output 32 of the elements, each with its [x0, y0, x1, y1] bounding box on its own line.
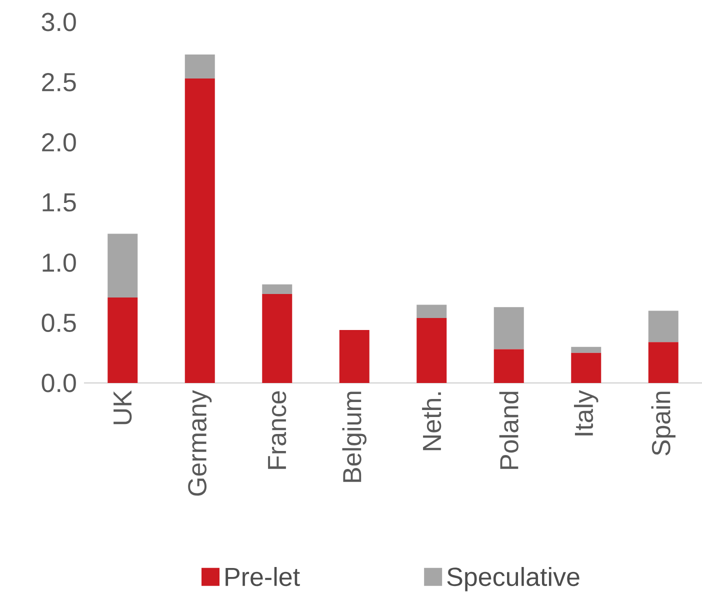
bar [648, 310, 678, 342]
x-tick-label: Spain [651, 392, 676, 456]
x-tick-label: Italy [574, 390, 598, 436]
bar [262, 284, 292, 294]
bar [262, 294, 292, 383]
bar [184, 78, 215, 383]
x-tick-label: Germany [188, 390, 212, 496]
y-tick-label: 2.5 [42, 72, 76, 92]
bar [648, 342, 678, 383]
x-tick-label: UK [114, 390, 132, 424]
bar [416, 304, 447, 318]
bar [494, 307, 524, 350]
x-tick-label: Neth. [422, 392, 442, 450]
y-tick-label: 1.0 [42, 253, 76, 272]
y-tick-label: 3.0 [42, 12, 76, 32]
bar [571, 346, 602, 353]
bar [108, 234, 138, 298]
x-tick-label: Belgium [342, 392, 366, 482]
bar [494, 349, 524, 383]
y-tick-label: 1.5 [42, 193, 76, 212]
y-tick-label: 2.0 [42, 133, 76, 152]
y-tick-label: 0.5 [42, 314, 76, 332]
y-tick-label: 0.0 [42, 374, 76, 392]
bar [184, 54, 215, 79]
bar [339, 330, 370, 383]
bar [108, 298, 138, 383]
x-tick-label: France [268, 391, 286, 469]
x-tick-label: Poland [499, 392, 518, 469]
bar [416, 318, 447, 383]
legend-label: Pre-let [226, 566, 300, 586]
bar [571, 352, 602, 383]
legend-label: Speculative [447, 566, 580, 592]
